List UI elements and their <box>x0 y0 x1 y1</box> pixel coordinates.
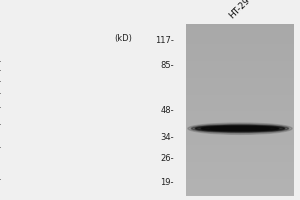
Text: HT-29: HT-29 <box>228 0 252 20</box>
Ellipse shape <box>188 123 292 134</box>
Text: 85-: 85- <box>160 61 174 70</box>
Ellipse shape <box>191 124 289 133</box>
Ellipse shape <box>210 127 270 130</box>
Ellipse shape <box>201 126 279 131</box>
Text: 19-: 19- <box>160 178 174 187</box>
Text: 117-: 117- <box>155 36 174 45</box>
Text: 26-: 26- <box>160 154 174 163</box>
Text: (kD): (kD) <box>114 34 132 43</box>
Ellipse shape <box>195 125 285 132</box>
Text: 34-: 34- <box>160 133 174 142</box>
Text: 48-: 48- <box>160 106 174 115</box>
